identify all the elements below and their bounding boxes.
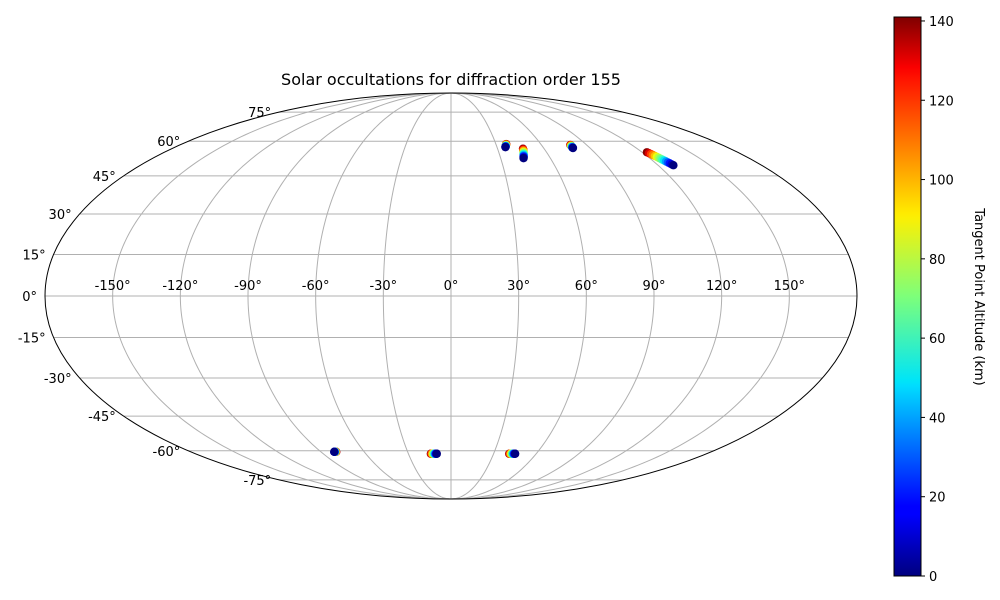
colorbar-gradient bbox=[893, 16, 922, 577]
y-tick-label: -60° bbox=[153, 445, 181, 460]
map-boundary bbox=[44, 92, 858, 500]
chart-title: Solar occultations for diffraction order… bbox=[281, 70, 621, 89]
longitude-gridline bbox=[450, 93, 520, 499]
latitude-tick-labels: 75° 60° 45° 30° 15° 0° -15° -30° -45° -60° -75° bbox=[18, 106, 271, 489]
x-tick-label: 150° bbox=[774, 279, 805, 294]
y-tick-label: 60° bbox=[157, 135, 180, 150]
colorbar-tick-label: 40 bbox=[929, 411, 946, 426]
colorbar-tick-label: 60 bbox=[929, 332, 946, 347]
colorbar-tick-label: 120 bbox=[929, 94, 954, 109]
occultation-point bbox=[501, 142, 510, 152]
y-tick-label: 30° bbox=[49, 208, 72, 223]
y-tick-label: -30° bbox=[44, 372, 72, 387]
y-tick-label: -45° bbox=[88, 410, 116, 425]
x-tick-label: -60° bbox=[302, 279, 330, 294]
x-tick-label: 30° bbox=[507, 279, 530, 294]
colorbar-tick-label: 80 bbox=[929, 253, 946, 268]
longitude-gridline bbox=[382, 93, 452, 499]
occultation-point bbox=[669, 161, 678, 170]
colorbar-tick-label: 140 bbox=[929, 15, 954, 30]
colorbar: 0 20 40 60 80 100 120 140 Tangent Point Altitud… bbox=[893, 15, 986, 585]
data-points bbox=[330, 139, 678, 458]
longitude-gridline bbox=[450, 93, 655, 499]
colorbar-tick-label: 0 bbox=[929, 570, 937, 585]
longitude-gridline bbox=[179, 93, 452, 499]
x-tick-label: -30° bbox=[369, 279, 397, 294]
x-tick-label: 0° bbox=[444, 279, 459, 294]
longitude-gridline bbox=[247, 93, 452, 499]
occultation-point bbox=[510, 449, 520, 458]
x-tick-label: 60° bbox=[575, 279, 598, 294]
longitude-gridline bbox=[315, 93, 452, 499]
occultation-point bbox=[519, 154, 528, 163]
y-tick-label: -15° bbox=[18, 332, 46, 347]
x-tick-label: 90° bbox=[642, 279, 665, 294]
longitude-gridline bbox=[450, 93, 587, 499]
y-tick-label: 45° bbox=[93, 170, 116, 185]
colorbar-ticks: 0 20 40 60 80 100 120 140 bbox=[921, 15, 954, 585]
occultation-point bbox=[568, 143, 578, 153]
y-tick-label: -75° bbox=[243, 474, 271, 489]
y-tick-label: 75° bbox=[248, 106, 271, 121]
longitude-tick-labels: -150° -120° -90° -60° -30° 0° 30° 60° 90° 120° 150… bbox=[95, 279, 805, 294]
longitude-gridline bbox=[112, 93, 452, 499]
x-tick-label: -150° bbox=[95, 279, 131, 294]
longitude-gridline bbox=[450, 93, 723, 499]
x-tick-label: 120° bbox=[706, 279, 737, 294]
longitude-gridline bbox=[450, 93, 790, 499]
y-tick-label: 15° bbox=[23, 248, 46, 263]
colorbar-label: Tangent Point Altitude (km) bbox=[971, 207, 986, 385]
occultation-point bbox=[432, 449, 441, 458]
colorbar-tick-label: 100 bbox=[929, 174, 954, 189]
x-tick-label: -120° bbox=[162, 279, 198, 294]
colorbar-tick-label: 20 bbox=[929, 491, 946, 506]
y-tick-label: 0° bbox=[22, 290, 37, 305]
occultation-point bbox=[330, 447, 339, 457]
graticule bbox=[45, 93, 857, 499]
x-tick-label: -90° bbox=[234, 279, 262, 294]
